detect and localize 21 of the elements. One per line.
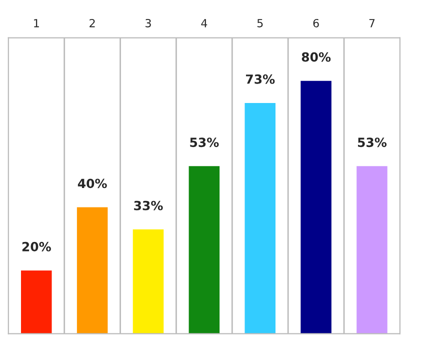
bar: [300, 80, 332, 334]
x-tick-label: 2: [90, 18, 95, 28]
data-label: 53%: [358, 138, 387, 148]
bar: [132, 229, 164, 334]
bar: [356, 166, 388, 334]
x-tick-label: 7: [369, 19, 375, 28]
x-tick-label: 1: [34, 19, 39, 28]
data-label: 20%: [22, 242, 51, 252]
x-tick-label: 4: [201, 19, 208, 28]
bar: [21, 270, 52, 334]
x-tick-label: 3: [146, 18, 151, 28]
data-label: 73%: [246, 74, 275, 84]
data-label: 33%: [134, 200, 163, 210]
x-tick-label: 5: [257, 19, 263, 28]
x-tick-label: 6: [313, 18, 319, 28]
data-label: 80%: [302, 52, 331, 62]
bar: [76, 207, 108, 334]
data-label: 53%: [190, 138, 219, 148]
bar: [244, 102, 276, 334]
bar: [188, 166, 220, 334]
data-label: 40%: [78, 178, 107, 188]
